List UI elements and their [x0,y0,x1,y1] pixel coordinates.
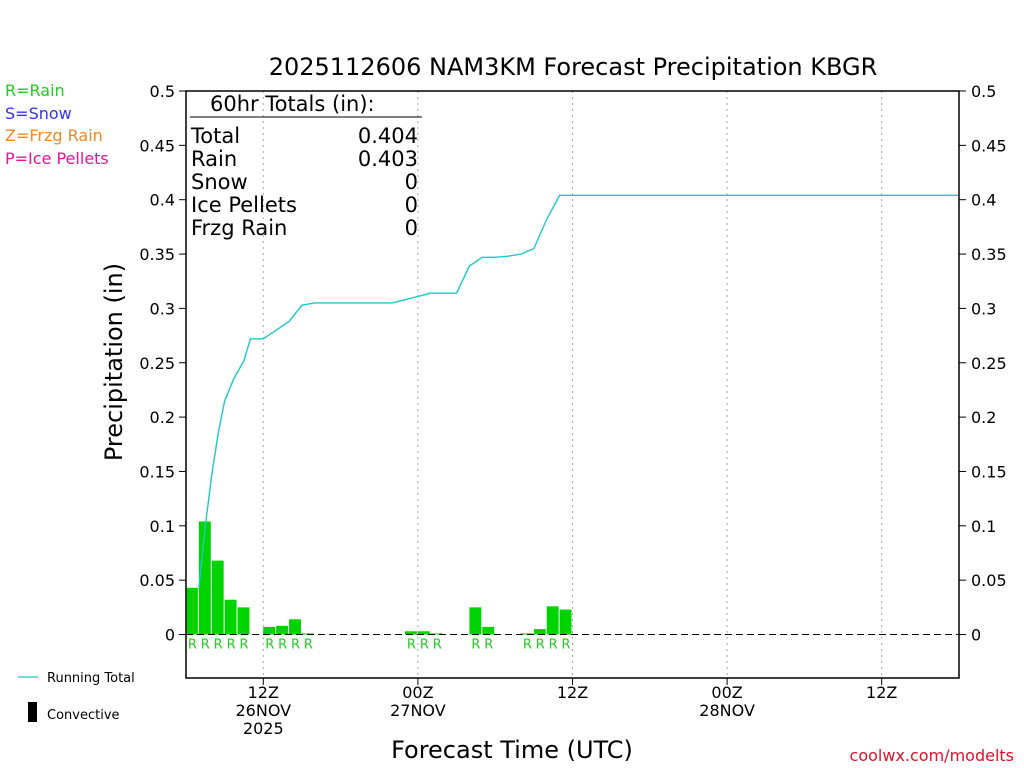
y-tick-label-right: 0.2 [971,408,996,427]
totals-header: 60hr Totals (in): [210,92,375,116]
credit-text: coolwx.com/modelts [850,746,1014,765]
legend-convective-label: Convective [47,708,120,723]
precip-bar [520,633,533,635]
totals-box: 60hr Totals (in): Total 0.404 Rain 0.403 Sno… [190,92,422,240]
x-tick-label: 12Z [866,683,897,702]
totals-value: 0 [405,216,418,240]
grid [262,91,883,678]
y-tick-label-right: 0.45 [971,136,1007,155]
y-tick-label-right: 0.4 [971,191,996,210]
precip-bar [417,631,430,635]
legend: Running Total Convective [18,671,135,723]
x-tick-label: 26NOV [236,701,292,720]
totals-label: Rain [191,147,237,171]
totals-value: 0.404 [358,124,418,148]
y-tick-label-right: 0 [971,626,981,645]
precip-bar [546,606,559,635]
totals-label: Total [190,124,240,148]
precip-bar [405,631,417,635]
precip-type-label: R [523,638,532,653]
type-legend-ice-pellets: P=Ice Pellets [5,149,109,168]
precip-type-label: R [433,638,442,653]
precip-bar [263,626,276,635]
precip-type-label: R [562,638,571,653]
precip-type-label: R [407,638,416,653]
precip-bar [430,633,443,635]
precip-bar [533,629,546,635]
precip-bar [276,625,289,635]
legend-convective-swatch [28,702,37,722]
precip-type-label: R [188,638,197,653]
precip-type-label: R [278,638,287,653]
y-tick-label-left: 0.1 [150,517,175,536]
y-axis-label: Precipitation (in) [100,263,128,461]
x-tick-label: 28NOV [699,701,755,720]
y-tick-label-left: 0.35 [139,245,175,264]
y-tick-label-left: 0.4 [150,191,175,210]
y-tick-label-right: 0.15 [971,462,1007,481]
y-tick-label-left: 0.5 [150,82,175,101]
precip-type-label: R [471,638,480,653]
y-tick-label-right: 0.05 [971,571,1007,590]
precip-bar [186,587,198,635]
precip-bar [224,599,237,635]
precip-bar [198,521,211,635]
precip-type-label: R [420,638,429,653]
totals-label: Ice Pellets [191,193,297,217]
y-tick-label-right: 0.5 [971,82,996,101]
legend-running-total-label: Running Total [47,671,135,686]
totals-value: 0 [405,193,418,217]
x-tick-label: 00Z [711,683,742,702]
precip-bar [301,633,314,635]
y-tick-label-right: 0.35 [971,245,1007,264]
precip-type-label: R [549,638,558,653]
y-tick-label-left: 0.25 [139,354,175,373]
precip-type-label: R [536,638,545,653]
y-tick-label-left: 0.3 [150,299,175,318]
totals-value: 0 [405,170,418,194]
type-legend-frzg-rain: Z=Frzg Rain [5,126,103,145]
axes-layer: 0 00.05 0.050.1 0.10.15 0.150.2 0.20.25 0.250.… [139,82,1006,738]
precip-bar [211,560,224,635]
precip-type-label: R [304,638,313,653]
totals-value: 0.403 [358,147,418,171]
precip-type-label: R [291,638,300,653]
precip-type-label: R [484,638,493,653]
y-tick-label-left: 0.15 [139,462,175,481]
y-tick-label-left: 0.05 [139,571,175,590]
y-tick-label-left: 0 [165,626,175,645]
precip-type-label: R [201,638,210,653]
chart-title: 2025112606 NAM3KM Forecast Precipitation… [269,53,878,81]
x-tick-label: 12Z [248,683,279,702]
y-tick-label-left: 0.45 [139,136,175,155]
x-tick-label: 00Z [402,683,433,702]
precip-type-label: R [239,638,248,653]
x-tick-label: 27NOV [390,701,446,720]
y-tick-label-right: 0.3 [971,299,996,318]
precip-bar [469,607,482,635]
precip-type-label: R [265,638,274,653]
totals-rows: Total 0.404 Rain 0.403 Snow 0 Ice Pellets 0 Frzg… [190,124,418,240]
running-total-line [198,194,959,588]
x-tick-label: 2025 [243,719,284,738]
series-layer [198,194,959,588]
x-axis-label: Forecast Time (UTC) [391,736,633,764]
precip-bar [289,619,301,635]
x-tick-label: 12Z [557,683,588,702]
precip-type-label: R [214,638,223,653]
precip-bar [559,609,572,635]
precip-type-label: R [227,638,236,653]
type-legend-snow: S=Snow [5,104,72,123]
y-tick-label-left: 0.2 [150,408,175,427]
precip-bar [237,607,250,635]
y-tick-label-right: 0.25 [971,354,1007,373]
precip-bar [482,626,495,635]
totals-label: Snow [191,170,248,194]
y-tick-label-right: 0.1 [971,517,996,536]
type-legend-rain: R=Rain [5,81,65,100]
totals-label: Frzg Rain [191,216,287,240]
